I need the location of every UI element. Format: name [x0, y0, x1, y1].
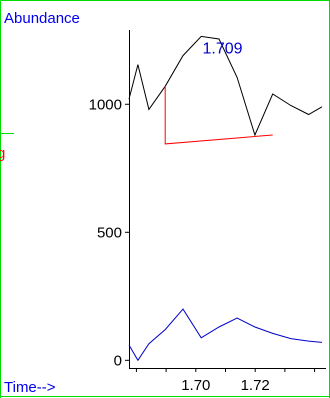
y-tick-label: 500 — [97, 224, 122, 241]
annotation-layer: 1.709 — [203, 40, 243, 57]
peak-label: 1.709 — [203, 40, 243, 57]
baseline-layer — [164, 86, 273, 145]
edge-mark: g — [0, 145, 5, 162]
x-axis-title: Time--> — [4, 379, 56, 396]
series-layer — [128, 35, 323, 362]
y-tick-label: 0 — [114, 352, 122, 369]
series-line-2 — [128, 308, 323, 362]
integration-baseline — [164, 86, 273, 145]
y-tick-label: 1000 — [89, 96, 122, 113]
series-line-1 — [128, 35, 323, 137]
y-axis-title: Abundance — [4, 10, 80, 27]
x-tick-label: 1.72 — [241, 377, 270, 394]
x-axis: 1.70 1.72 — [129, 368, 326, 394]
y-axis: 0 500 1000 — [89, 30, 130, 369]
x-tick-label: 1.70 — [181, 377, 210, 394]
